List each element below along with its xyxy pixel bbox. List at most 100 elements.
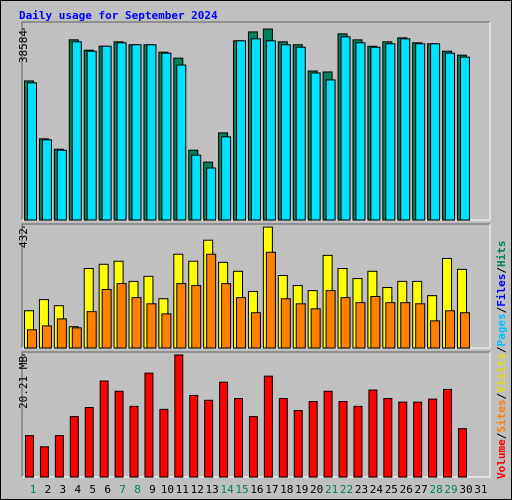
x-tick-label: 25	[385, 483, 398, 496]
x-tick-label: 22	[340, 483, 353, 496]
bar	[86, 311, 97, 349]
bar	[415, 303, 426, 349]
legend-entry: Hits	[495, 241, 508, 268]
bar	[206, 253, 217, 349]
bar	[265, 40, 276, 221]
x-tick-label: 31	[474, 483, 487, 496]
bar	[400, 38, 411, 221]
bar	[84, 407, 94, 478]
bar	[131, 44, 142, 221]
bar	[159, 408, 169, 478]
x-tick-label: 2	[45, 483, 52, 496]
bar	[221, 136, 232, 221]
bar	[428, 398, 438, 478]
x-tick-label: 18	[280, 483, 293, 496]
bar	[204, 399, 214, 478]
legend-separator: /	[495, 393, 508, 400]
legend-entry: Volume	[495, 439, 508, 479]
bar	[206, 167, 217, 221]
bar	[236, 297, 247, 349]
legend-separator: /	[495, 432, 508, 439]
bar	[338, 401, 348, 478]
bar	[445, 310, 456, 349]
bar	[459, 56, 470, 221]
y-tick-label: 20.21 MB	[17, 356, 30, 409]
bar	[161, 52, 172, 221]
bar	[430, 43, 441, 221]
bar	[114, 390, 124, 478]
x-tick-label: 13	[206, 483, 219, 496]
x-tick-label: 1	[30, 483, 37, 496]
bar	[219, 381, 229, 478]
bar	[250, 312, 261, 349]
bar	[263, 375, 273, 478]
x-tick-label: 11	[176, 483, 189, 496]
legend-entry: Files	[495, 274, 508, 307]
bar	[385, 302, 396, 349]
bar	[265, 251, 276, 349]
bar	[129, 405, 139, 478]
bar	[86, 50, 97, 221]
bar	[99, 380, 109, 478]
bar	[385, 43, 396, 221]
bar	[413, 401, 423, 478]
legend-entry: Visits	[495, 353, 508, 393]
bar	[27, 329, 37, 349]
bar	[325, 290, 336, 349]
bar	[355, 42, 366, 221]
bar	[161, 313, 172, 349]
legend-separator: /	[495, 267, 508, 274]
bar	[39, 446, 49, 478]
legend-entry: Sites	[495, 400, 508, 433]
legend-separator: /	[495, 306, 508, 313]
bar	[370, 295, 381, 349]
x-tick-label: 21	[325, 483, 338, 496]
x-tick-label: 7	[119, 483, 126, 496]
bar	[27, 82, 37, 221]
bar	[323, 390, 333, 478]
x-tick-label: 30	[459, 483, 472, 496]
x-tick-label: 17	[265, 483, 278, 496]
bar	[308, 401, 318, 478]
bar	[189, 394, 199, 478]
x-tick-label: 15	[235, 483, 248, 496]
x-tick-label: 20	[310, 483, 323, 496]
bar	[131, 297, 142, 349]
x-tick-label: 24	[370, 483, 384, 496]
bar	[340, 36, 351, 221]
bar	[430, 320, 441, 349]
x-tick-label: 16	[250, 483, 263, 496]
bar	[25, 435, 34, 478]
bar	[310, 72, 321, 221]
bar	[295, 303, 306, 349]
bar	[415, 43, 426, 221]
x-tick-label: 5	[89, 483, 96, 496]
bar	[191, 154, 202, 221]
panel-border	[21, 223, 490, 348]
bar	[71, 41, 82, 221]
x-tick-label: 14	[220, 483, 234, 496]
x-tick-label: 4	[74, 483, 81, 496]
bar	[174, 354, 184, 478]
x-tick-label: 9	[149, 483, 156, 496]
legend-entry: Pages	[495, 313, 508, 346]
bar	[236, 40, 247, 221]
bar	[69, 416, 79, 478]
bar	[221, 283, 232, 349]
panel-border	[21, 21, 490, 220]
bar	[370, 46, 381, 221]
bar	[355, 302, 366, 349]
bar	[191, 285, 202, 349]
bar	[71, 327, 82, 349]
bar	[146, 303, 157, 349]
chart-title: Daily usage for September 2024	[19, 9, 218, 22]
bar	[293, 410, 303, 478]
x-tick-label: 3	[60, 483, 67, 496]
bar	[280, 298, 291, 349]
x-tick-label: 19	[295, 483, 308, 496]
bar	[56, 318, 67, 349]
x-tick-label: 28	[429, 483, 442, 496]
bar	[41, 325, 52, 349]
bar	[146, 44, 157, 221]
